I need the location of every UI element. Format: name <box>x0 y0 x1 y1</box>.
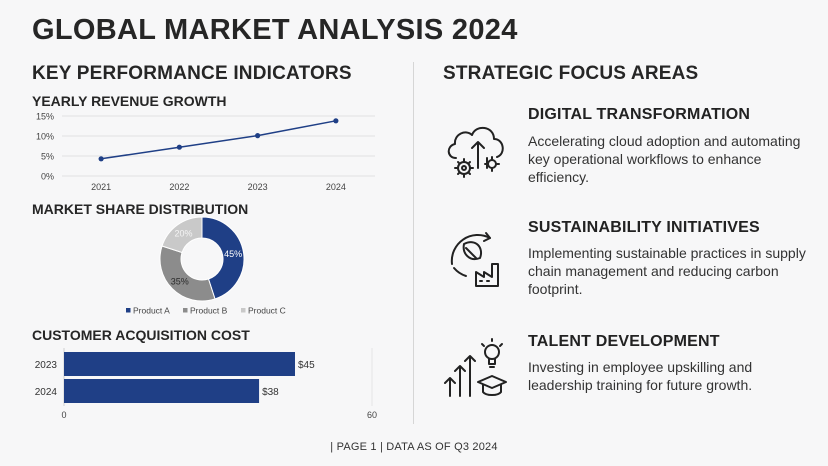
focus-desc-digital: Accelerating cloud adoption and automati… <box>528 133 801 185</box>
slice-label: 35% <box>171 276 189 286</box>
page-footer: | PAGE 1 | DATA AS OF Q3 2024 <box>330 441 498 453</box>
data-point <box>333 118 339 124</box>
revenue-series-line <box>101 120 337 160</box>
legend-label: Product B <box>190 306 228 316</box>
data-point <box>98 156 104 162</box>
donut-slice <box>159 245 216 302</box>
x-tick-label: 2022 <box>169 182 189 192</box>
y-tick-label: 5% <box>41 152 54 162</box>
legend-swatch <box>126 308 131 313</box>
legend-swatch <box>241 308 246 313</box>
focus-title-talent: TALENT DEVELOPMENT <box>528 333 720 350</box>
leaf-factory-icon <box>450 232 499 287</box>
bar-value-label: $45 <box>298 360 315 371</box>
y-tick-label: 0% <box>41 172 54 182</box>
kpi-heading: KEY PERFORMANCE INDICATORS <box>32 63 352 84</box>
growth-graduation-icon <box>444 338 507 397</box>
revenue-line-chart: 0% 5% 10% 15% 2021 2022 2023 2024 <box>36 112 375 192</box>
donut-slice <box>201 216 245 300</box>
focus-title-sustainability: SUSTAINABILITY INITIATIVES <box>528 219 760 236</box>
legend-label: Product C <box>248 306 286 316</box>
bar-value-label: $38 <box>262 387 279 398</box>
cloud-gear-icon <box>447 127 504 178</box>
slice-label: 20% <box>174 229 192 239</box>
share-chart-title: MARKET SHARE DISTRIBUTION <box>32 201 249 217</box>
focus-desc-talent: Investing in employee upskilling and lea… <box>528 359 753 393</box>
x-tick-label: 2024 <box>326 182 346 192</box>
focus-desc-sustainability: Implementing sustainable practices in su… <box>528 245 806 297</box>
slice-label: 45% <box>224 249 242 259</box>
cac-bar <box>64 379 260 403</box>
page-title: GLOBAL MARKET ANALYSIS 2024 <box>32 14 518 46</box>
x-tick-label: 0 <box>61 410 66 420</box>
x-tick-label: 60 <box>367 410 377 420</box>
x-tick-label: 2023 <box>248 182 268 192</box>
data-point <box>255 133 261 139</box>
market-share-donut-chart: 45% 35% 20% Product A Product B Product C <box>126 216 286 316</box>
legend-label: Product A <box>133 306 170 316</box>
x-tick-label: 2021 <box>91 182 111 192</box>
y-tick-label: 15% <box>36 112 54 122</box>
cac-bar-chart: 2023 $45 2024 $38 0 60 <box>35 348 377 420</box>
revenue-chart-title: YEARLY REVENUE GROWTH <box>32 93 227 109</box>
data-point <box>176 144 182 150</box>
legend-swatch <box>183 308 188 313</box>
cac-bar <box>64 352 295 376</box>
cac-chart-title: CUSTOMER ACQUISITION COST <box>32 327 250 343</box>
focus-title-digital: DIGITAL TRANSFORMATION <box>528 106 751 123</box>
donut-slice <box>161 216 203 254</box>
column-divider <box>413 62 414 424</box>
y-category-label: 2024 <box>35 387 58 398</box>
y-category-label: 2023 <box>35 360 58 371</box>
y-tick-label: 10% <box>36 132 54 142</box>
focus-heading: STRATEGIC FOCUS AREAS <box>443 63 699 84</box>
